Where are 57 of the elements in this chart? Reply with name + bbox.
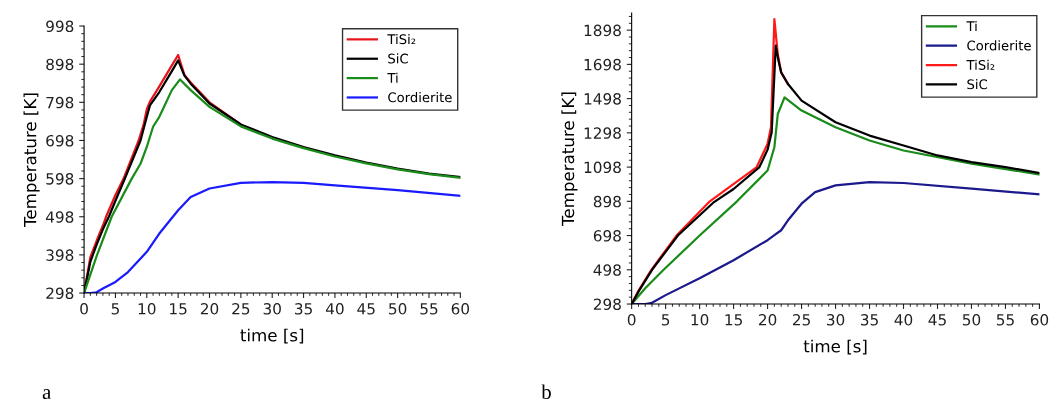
x-tick-label: 30 — [826, 314, 845, 326]
y-tick-label: 1498 — [584, 93, 621, 105]
legend-label: Cordierite — [388, 92, 452, 103]
y-tick-label: 398 — [46, 249, 74, 261]
y-tick-label: 598 — [46, 173, 74, 185]
legend-label: TiSi₂ — [387, 33, 416, 45]
y-tick-label: 798 — [46, 96, 74, 109]
legend-label: SiC — [388, 53, 408, 64]
x-tick-label: 35 — [295, 303, 312, 315]
x-tick-label: 20 — [200, 303, 219, 315]
x-tick-label: 20 — [758, 314, 777, 326]
x-tick-label: 55 — [996, 314, 1014, 326]
x-tick-label: 5 — [111, 303, 119, 315]
x-tick-label: 25 — [232, 303, 250, 315]
legend-label: TiSi₂ — [966, 59, 995, 70]
x-tick-label: 15 — [725, 314, 742, 326]
x-tick-label: 50 — [389, 303, 407, 315]
y-tick-label: 298 — [46, 287, 74, 300]
x-tick-label: 0 — [627, 314, 636, 326]
x-tick-label: 35 — [860, 314, 878, 326]
y-tick-label: 898 — [46, 58, 74, 71]
y-tick-label: 1098 — [584, 161, 621, 174]
x-axis-title: time [s] — [240, 328, 304, 344]
y-tick-label: 1898 — [584, 24, 621, 37]
x-tick-label: 45 — [928, 314, 946, 326]
x-tick-label: 0 — [80, 303, 88, 315]
x-tick-label: 25 — [792, 314, 810, 326]
legend-label: Ti — [966, 20, 977, 31]
legend-label: Ti — [387, 72, 398, 83]
y-tick-label: 1298 — [584, 127, 621, 139]
x-tick-label: 40 — [325, 303, 344, 315]
y-axis-title: Temperature [K] — [561, 92, 578, 226]
y-tick-label: 298 — [593, 298, 621, 311]
text: a — [42, 389, 51, 400]
y-tick-label: 498 — [593, 264, 621, 276]
x-tick-label: 45 — [357, 303, 375, 315]
x-tick-label: 50 — [962, 314, 981, 326]
text: b — [541, 384, 551, 400]
legend-label: Cordierite — [967, 40, 1031, 51]
y-tick-label: 498 — [45, 211, 74, 223]
legend-label: SiC — [967, 79, 988, 90]
x-tick-label: 30 — [263, 303, 281, 315]
x-axis-title: time [s] — [803, 339, 867, 355]
y-tick-label: 898 — [593, 195, 621, 208]
y-tick-label: 998 — [46, 20, 74, 33]
y-axis-title: Temperature [K] — [23, 93, 40, 227]
x-tick-label: 60 — [1030, 314, 1049, 326]
y-tick-label: 698 — [46, 134, 74, 147]
x-tick-label: 40 — [894, 314, 913, 326]
y-tick-label: 698 — [593, 230, 621, 242]
x-tick-label: 10 — [691, 314, 709, 326]
x-tick-label: 15 — [170, 303, 187, 315]
x-tick-label: 5 — [661, 314, 670, 326]
x-tick-label: 55 — [420, 303, 438, 315]
y-tick-label: 1698 — [584, 58, 621, 71]
x-tick-label: 10 — [138, 303, 156, 315]
x-tick-label: 60 — [451, 303, 470, 315]
